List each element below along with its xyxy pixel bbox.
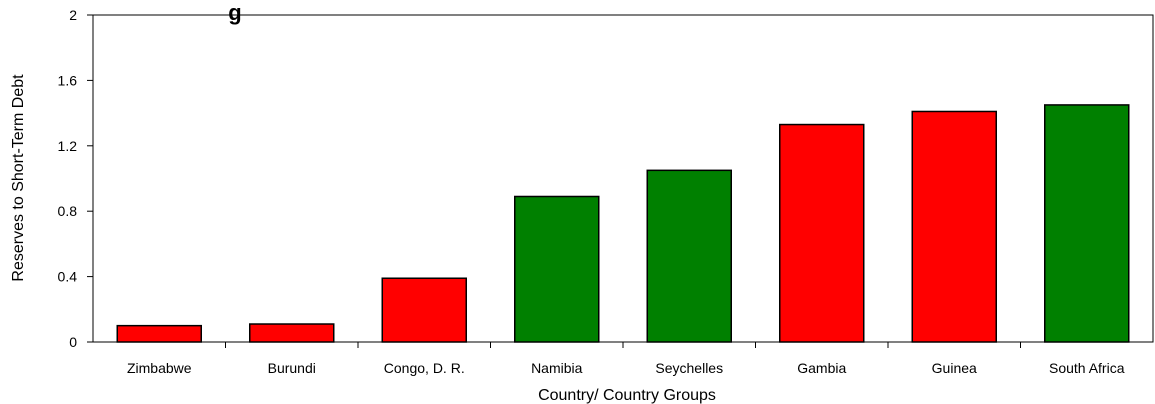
y-tick-label: 0 <box>69 334 77 350</box>
bar-gambia <box>779 123 865 343</box>
bars-layer <box>116 104 1130 343</box>
y-tick-label: 0.4 <box>58 269 78 285</box>
bar-seychelles <box>646 169 732 343</box>
y-axis-title: Reserves to Short-Term Debt <box>10 74 27 282</box>
y-tick-label: 1.6 <box>58 72 78 88</box>
x-axis-title: Country/ Country Groups <box>538 387 716 404</box>
chart-title: g <box>228 0 241 25</box>
bar-namibia <box>514 195 600 343</box>
x-tick-label: Seychelles <box>655 360 723 376</box>
x-tick-label: South Africa <box>1049 360 1125 376</box>
y-tick-label: 0.8 <box>58 203 78 219</box>
bar-congo-d-r <box>381 277 467 343</box>
x-tick-label: Gambia <box>797 360 846 376</box>
y-tick-label: 2 <box>69 7 77 23</box>
x-tick-label: Namibia <box>531 360 583 376</box>
axes-layer: Zimbabwe Burundi Congo, D. R. Namibia Seyche… <box>58 7 1154 376</box>
x-tick-label: Guinea <box>932 360 977 376</box>
x-tick-label: Burundi <box>268 360 316 376</box>
bar-burundi <box>249 323 335 343</box>
y-tick-label: 1.2 <box>58 138 78 154</box>
bar-guinea <box>911 110 997 343</box>
bar-south-africa <box>1044 104 1130 343</box>
x-tick-label: Zimbabwe <box>127 360 192 376</box>
x-tick-label: Congo, D. R. <box>384 360 465 376</box>
bar-zimbabwe <box>116 324 202 343</box>
